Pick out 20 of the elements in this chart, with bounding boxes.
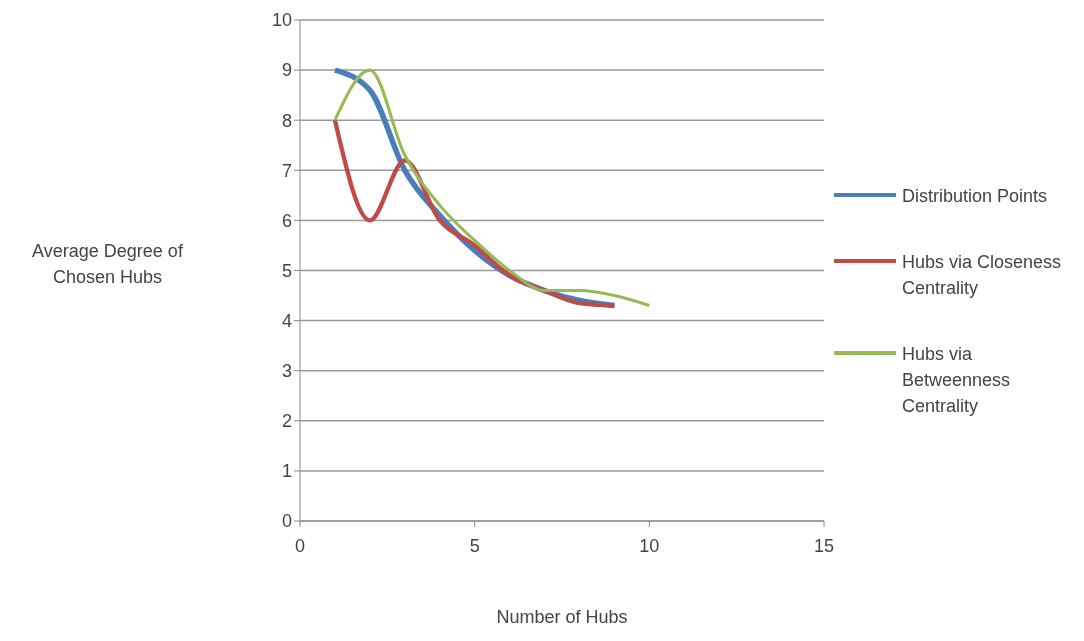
y-tick-label: 6 [281,210,292,231]
x-axis-title: Number of Hubs [496,607,628,627]
y-axis-title: Average Degree of Chosen Hubs [31,240,184,289]
x-tick-label: 0 [294,535,306,556]
y-tick-label: 3 [281,361,292,382]
y-tick-label: 7 [281,160,292,181]
x-tick-label: 15 [813,535,835,556]
x-tick-label: 5 [469,535,480,556]
y-tick-label: 10 [271,10,292,31]
y-tick-label: 8 [281,110,292,131]
y-tick-label: 1 [281,461,292,482]
y-tick-label: 0 [281,511,292,532]
y-tick-label: 4 [281,310,292,331]
y-tick-label: 5 [281,260,292,281]
y-tick-label: 2 [281,411,292,432]
legend-label: Distribution Points [902,184,1048,208]
x-tick-label: 10 [639,535,660,556]
legend-label: Hubs via Betweenness Centrality [902,342,1012,418]
legend-label: Hubs via Closeness Centrality [902,250,1063,300]
y-tick-label: 9 [281,60,292,81]
